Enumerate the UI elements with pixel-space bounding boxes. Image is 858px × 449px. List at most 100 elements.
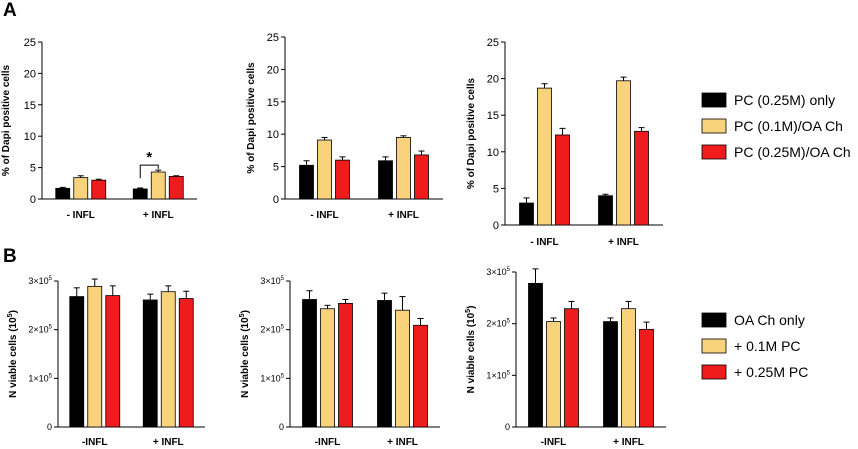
- x-category-label: + INFL: [613, 437, 644, 448]
- bar: [142, 299, 158, 428]
- y-axis-label: % of Dapi positive cells: [246, 62, 257, 174]
- x-category-label: + INFL: [608, 237, 639, 248]
- y-tick-label: 0: [273, 194, 279, 206]
- legend-a: PC (0.25M) only PC (0.1M)/OA Ch PC (0.25M)…: [701, 92, 851, 160]
- y-tick-base: 3×10: [260, 276, 280, 286]
- y-tick-base: 2×10: [28, 325, 48, 335]
- x-category-label: - INFL: [530, 237, 558, 248]
- y-tick-label: 25: [487, 37, 499, 49]
- y-tick-base: 3×10: [28, 276, 48, 286]
- legend-swatch: [701, 312, 727, 328]
- y-tick-label: 5: [493, 183, 499, 195]
- x-category-label: + INFL: [143, 210, 174, 221]
- bar: [55, 187, 71, 200]
- y-axis-label-tail: ): [466, 306, 477, 309]
- legend-label: PC (0.25M) only: [734, 92, 835, 108]
- y-axis-label-exponent: 5: [465, 309, 472, 313]
- y-tick-label: 10: [487, 147, 499, 159]
- bar: [634, 130, 649, 226]
- y-axis-label: % of Dapi positive cells: [466, 77, 477, 189]
- bar: [528, 282, 543, 428]
- legend-swatch: [701, 338, 727, 354]
- y-tick-exponent: 5: [507, 370, 511, 376]
- y-tick-exponent: 5: [507, 319, 511, 325]
- x-category-label: -INFL: [541, 437, 567, 448]
- chart-1: % of Dapi positive cells 0 5 10 15 20 25 - INFL…: [246, 32, 443, 221]
- legend-label: PC (0.25M)/OA Ch: [734, 144, 851, 160]
- y-tick-exponent: 5: [49, 373, 53, 379]
- y-tick-exponent: 5: [49, 276, 53, 282]
- bar: [87, 285, 103, 428]
- bar: [639, 328, 654, 428]
- x-category-label: - INFL: [310, 210, 338, 221]
- bar: [132, 188, 148, 200]
- y-tick-exponent: 5: [507, 267, 511, 273]
- y-tick-exponent: 5: [281, 276, 285, 282]
- y-tick-exponent: 5: [49, 325, 53, 331]
- chart-0: % of Dapi positive cells 0 5 10 15 20 25 - INFL…: [1, 37, 197, 221]
- bar: [621, 308, 636, 428]
- y-tick-base: 2×10: [486, 319, 506, 329]
- y-tick-label: 0: [493, 220, 499, 232]
- y-axis-label-tail: ): [240, 310, 251, 313]
- bar: [564, 308, 579, 428]
- y-tick-label: 2×105: [260, 325, 284, 335]
- y-tick-exponent: 5: [281, 373, 285, 379]
- y-tick-label: 15: [24, 100, 36, 112]
- y-axis-label: N viable cells (105): [239, 310, 251, 398]
- bar: [414, 154, 429, 200]
- y-tick-label: 2×105: [28, 325, 52, 335]
- bar: [598, 195, 613, 226]
- y-tick-label: 10: [24, 131, 36, 143]
- x-category-label: + INFL: [388, 210, 419, 221]
- y-tick-base: 0: [279, 422, 284, 432]
- y-tick-label: 0: [505, 422, 510, 432]
- y-tick-base: 1×10: [28, 373, 48, 383]
- y-tick-label: 1×105: [260, 373, 284, 383]
- legend-swatch: [701, 364, 727, 380]
- charts: % of Dapi positive cells 0 5 10 15 20 25 - INFL…: [1, 32, 666, 448]
- bar: [302, 299, 317, 428]
- chart-3: N viable cells (105)01×1052×1053×105-INF…: [7, 276, 205, 448]
- bar: [91, 179, 107, 200]
- bar: [378, 160, 393, 200]
- bar: [537, 87, 552, 226]
- chart-2: % of Dapi positive cells 0 5 10 15 20 25 - INFL…: [466, 37, 663, 248]
- y-tick-label: 20: [24, 68, 36, 80]
- legend-b: OA Ch only + 0.1M PC + 0.25M PC: [701, 312, 808, 380]
- legend-swatch: [701, 144, 727, 160]
- bar: [519, 202, 534, 226]
- y-tick-base: 0: [505, 422, 510, 432]
- y-tick-label: 15: [487, 110, 499, 122]
- bar: [160, 291, 176, 428]
- bar: [546, 321, 561, 428]
- bar: [395, 309, 410, 428]
- y-tick-exponent: 5: [281, 325, 285, 331]
- y-tick-label: 5: [273, 162, 279, 174]
- y-tick-base: 2×10: [260, 325, 280, 335]
- y-tick-label: 15: [267, 97, 279, 109]
- x-category-label: -INFL: [82, 437, 108, 448]
- y-tick-label: 0: [279, 422, 284, 432]
- y-tick-label: 5: [30, 163, 36, 175]
- y-tick-label: 0: [30, 194, 36, 206]
- significance-star: *: [146, 149, 152, 166]
- y-tick-base: 1×10: [486, 370, 506, 380]
- panel-label-b: B: [3, 246, 17, 267]
- y-axis-label-exponent: 5: [239, 313, 246, 317]
- y-tick-label: 3×105: [486, 267, 510, 277]
- x-category-label: - INFL: [67, 210, 95, 221]
- significance-bracket: [139, 164, 159, 179]
- y-tick-label: 20: [487, 74, 499, 86]
- y-tick-label: 25: [267, 32, 279, 44]
- x-category-label: + INFL: [387, 437, 418, 448]
- y-axis-label: % of Dapi positive cells: [1, 64, 12, 176]
- y-tick-base: 1×10: [260, 373, 280, 383]
- bar: [555, 134, 570, 226]
- bar: [317, 139, 332, 200]
- y-tick-label: 0: [47, 422, 52, 432]
- bar: [396, 137, 411, 200]
- y-axis-label-main: N viable cells (10: [240, 317, 251, 398]
- legend-label: + 0.1M PC: [734, 338, 801, 354]
